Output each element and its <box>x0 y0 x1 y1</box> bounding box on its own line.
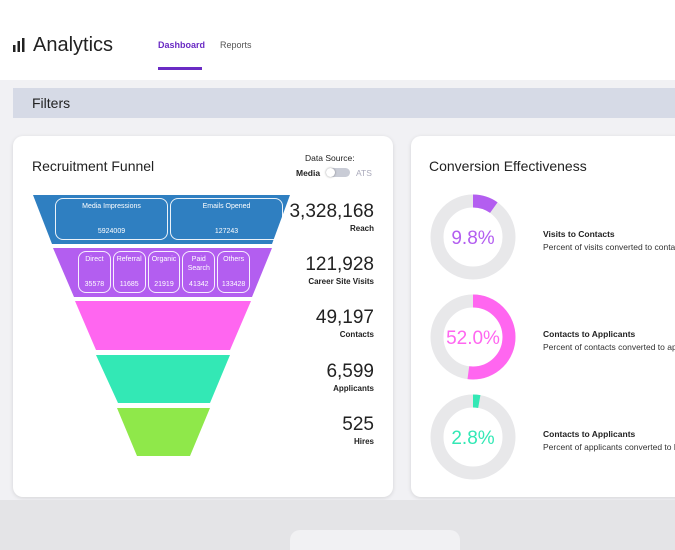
funnel <box>33 195 290 456</box>
logo-text: Analytics <box>33 34 114 56</box>
filters-title: Filters <box>32 95 71 111</box>
stage-value: 121,928 <box>305 254 374 275</box>
segment-value: 41342 <box>189 281 209 288</box>
donut-label: 2.8% <box>451 428 494 449</box>
conversion-card: Conversion Effectiveness 9.8% 52.0% 2.8% V… <box>411 136 675 497</box>
segment-value: 133428 <box>221 281 246 288</box>
stage-label: Reach <box>349 224 374 233</box>
device-notch <box>290 530 460 550</box>
funnel-stage <box>96 355 230 403</box>
funnel-stage <box>33 195 290 244</box>
segment-value: 21919 <box>154 281 174 288</box>
tab-underline <box>158 67 202 70</box>
stage-label: Hires <box>353 437 374 446</box>
funnel-labels: 3,328,168 Reach 121,928 Career Site Visits 4… <box>13 136 393 497</box>
segment-box: Others 133428 <box>217 251 250 293</box>
donut-arc <box>430 394 516 480</box>
toggle-option[interactable]: ATS <box>356 168 372 178</box>
segment-value: 11685 <box>119 281 139 288</box>
tab[interactable]: Reports <box>220 40 252 50</box>
tab[interactable]: Dashboard <box>158 40 206 50</box>
segment-value: 5924009 <box>97 228 126 235</box>
filters-bar[interactable] <box>13 88 675 118</box>
stage-labels: 3,328,168 Reach 121,928 Career Site Visits 4… <box>234 136 374 497</box>
item-title: Contacts to Applicants <box>543 429 636 439</box>
toggle[interactable] <box>326 168 350 177</box>
stage-label: Career Site Visits <box>308 277 374 286</box>
segment-label: Organic <box>151 256 177 263</box>
segment-box: Emails Opened 127243 <box>170 198 283 240</box>
donut-arc <box>430 294 516 380</box>
funnel-stage <box>75 301 251 350</box>
item-title: Visits to Contacts <box>543 229 615 239</box>
item-description: Percent of contacts converted to applica… <box>543 342 675 352</box>
funnel-card: Recruitment Funnel Data Source: Media AT… <box>13 136 393 497</box>
header <box>0 0 675 80</box>
funnel-stage <box>117 408 210 456</box>
data-source-label: Data Source: <box>305 153 355 163</box>
segment-box: Paid Search 41342 <box>182 251 216 293</box>
stage-label: Contacts <box>339 330 374 339</box>
segment-label: Emails Opened <box>202 203 251 210</box>
stage-value: 525 <box>342 414 374 435</box>
segment-label: Media Impressions <box>82 203 141 210</box>
donut-label: 52.0% <box>446 328 500 349</box>
segment-box: Direct 35578 <box>78 251 111 293</box>
item-description: Percent of visits converted to contacts <box>543 242 675 252</box>
donut-arc <box>430 194 516 280</box>
donuts: 9.8% 52.0% 2.8% <box>430 194 516 480</box>
stage-value: 3,328,168 <box>289 201 374 222</box>
toggle-option[interactable]: Media <box>296 168 321 178</box>
segment-label: Paid Search <box>187 256 210 272</box>
segment-box: Media Impressions 5924009 <box>55 198 168 240</box>
stage-value: 6,599 <box>326 361 374 382</box>
stage-value: 49,197 <box>315 307 374 328</box>
segment-box: Referral 11685 <box>112 251 146 293</box>
card-title: Conversion Effectiveness <box>429 158 587 174</box>
item-title: Contacts to Applicants <box>543 329 636 339</box>
conversion-items: Visits to Contacts Percent of visits conv… <box>411 136 675 497</box>
item-description: Percent of applicants converted to hires <box>543 442 675 452</box>
segment-label: Direct <box>85 256 104 263</box>
donut-label: 9.8% <box>451 228 494 249</box>
stage-label: Applicants <box>333 384 374 393</box>
segment-box: Organic 21919 <box>147 251 181 293</box>
segment-value: 127243 <box>214 228 239 235</box>
logo-icon <box>13 38 25 52</box>
segment-value: 35578 <box>84 281 105 288</box>
card-title: Recruitment Funnel <box>32 158 155 174</box>
segment-label: Referral <box>116 256 142 263</box>
segment-label: Others <box>223 256 245 263</box>
